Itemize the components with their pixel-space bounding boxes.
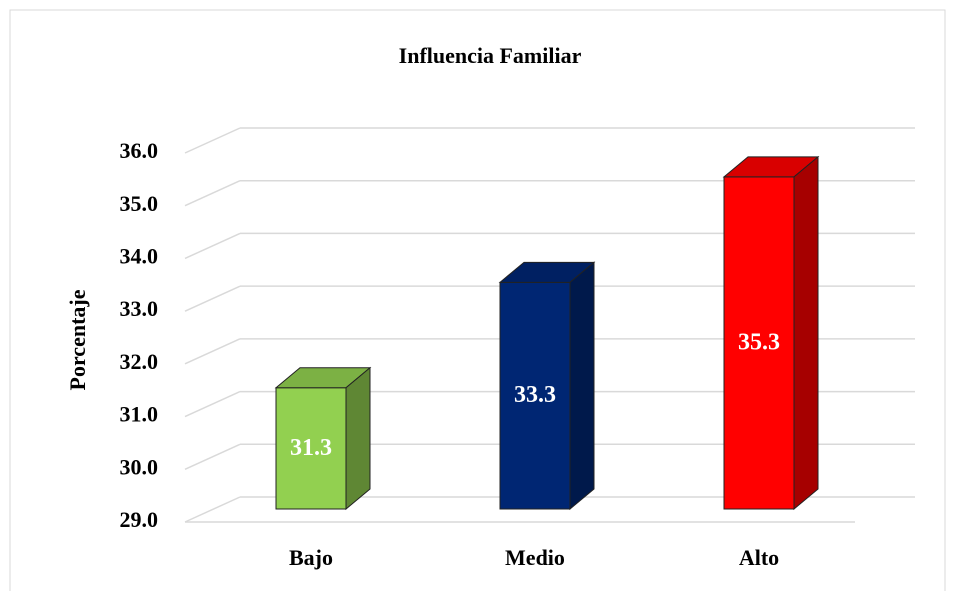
- data-label: 35.3: [738, 329, 780, 355]
- grid-line-side: [184, 443, 241, 470]
- y-tick-label: 29.0: [120, 507, 159, 532]
- data-label: 31.3: [290, 435, 332, 461]
- grid-line-side: [184, 496, 241, 523]
- y-tick-label: 36.0: [120, 138, 159, 163]
- x-tick-label: Medio: [505, 545, 565, 570]
- grid-line-side: [184, 285, 241, 312]
- x-tick-label: Bajo: [289, 545, 333, 570]
- y-tick-label: 33.0: [120, 296, 159, 321]
- bar-side: [569, 261, 595, 511]
- y-tick-label: 32.0: [120, 349, 159, 374]
- bar-side: [793, 155, 819, 511]
- chart-title: Influencia Familiar: [399, 43, 582, 68]
- x-tick-label: Alto: [739, 545, 779, 570]
- grid-line-side: [184, 180, 241, 207]
- grid-line-side: [184, 127, 241, 154]
- bar-side: [345, 366, 371, 511]
- y-tick-label: 31.0: [120, 402, 159, 427]
- grid-line-side: [184, 232, 241, 260]
- grid-line-side: [184, 390, 241, 418]
- data-label: 33.3: [514, 382, 556, 408]
- y-axis-label: Porcentaje: [65, 289, 90, 390]
- y-tick-label: 35.0: [120, 191, 159, 216]
- grid-line-side: [184, 338, 241, 365]
- y-tick-label: 34.0: [120, 243, 159, 268]
- bar-front: [499, 281, 571, 510]
- y-tick-label: 30.0: [120, 454, 159, 479]
